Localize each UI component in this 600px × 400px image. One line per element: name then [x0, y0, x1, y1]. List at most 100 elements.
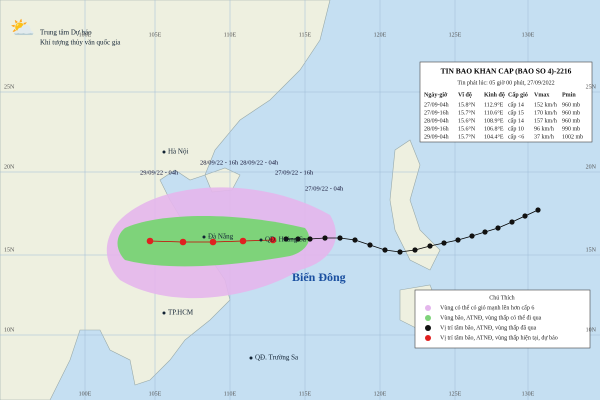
past-position: [322, 235, 328, 241]
past-position: [495, 225, 501, 231]
legend-item: Vùng bão, ATNĐ, vùng thấp có thể đi qua: [440, 314, 542, 321]
luzon: [389, 139, 441, 271]
table-cell: 28/09-04h: [424, 118, 449, 124]
table-cell: 15.6°N: [458, 117, 476, 124]
past-position: [469, 233, 475, 239]
lat-label: 10N: [4, 327, 15, 333]
past-position: [367, 242, 373, 248]
past-position: [509, 219, 515, 225]
table-cell: 15.8°N: [458, 101, 476, 108]
table-cell: cấp <6: [508, 133, 524, 140]
bulletin-box: [419, 61, 593, 143]
lat-label: 25N: [4, 84, 15, 90]
table-cell: 170 km/h: [534, 110, 557, 116]
forecast-position: [146, 237, 154, 245]
place-dot: [162, 150, 166, 154]
past-position: [535, 207, 541, 213]
table-header: Vmax: [534, 92, 549, 98]
time-label: 29/09/22 - 04h: [140, 169, 179, 176]
time-label: 28/09/22 - 16h: [200, 159, 239, 166]
place-dot: [259, 238, 263, 242]
table-cell: cấp 14: [508, 117, 524, 124]
table-cell: 106.8°E: [484, 125, 504, 132]
table-cell: 28/09-16h: [424, 126, 449, 132]
lat-label: 10N: [586, 327, 597, 333]
place-label: QĐ. Hoàng Sa: [265, 236, 307, 244]
past-position: [382, 247, 388, 253]
table-cell: 27/09-16h: [424, 110, 449, 116]
table-cell: 15.6°N: [458, 125, 476, 132]
table-header: Vĩ độ: [458, 92, 472, 98]
legend-swatch: [425, 325, 431, 331]
legend-swatch: [425, 315, 431, 321]
places: Hà Nội Đà Nẵng TP.HCM QĐ. Hoàng Sa QĐ. Trườn…: [140, 148, 346, 362]
table-cell: cấp 10: [508, 125, 524, 132]
storm-track: [146, 207, 541, 255]
agency-line2: Khí tượng thủy văn quốc gia: [40, 39, 121, 47]
table-header: Ngày-giờ: [424, 92, 448, 98]
table-cell: 960 mb: [562, 118, 580, 124]
legend: Vùng có thể có gió mạnh lên hơn cấp 6 Vùn…: [425, 304, 558, 341]
lon-label: 105E: [149, 391, 162, 397]
table-cell: 15.7°N: [458, 133, 476, 140]
forecast-position: [239, 237, 247, 245]
table-cell: 1002 mb: [562, 134, 583, 140]
past-position: [482, 229, 488, 235]
place-dot: [249, 356, 253, 360]
past-position: [455, 237, 461, 243]
place-dot: [202, 235, 206, 239]
agency-line1: Trung tâm Dự báo: [40, 29, 92, 37]
forecast-position: [179, 238, 187, 246]
lat-label: 15N: [4, 247, 15, 253]
table-header: Kinh độ: [484, 92, 505, 98]
bulletin-table: Ngày-giờ Vĩ độ Kinh độ Cấp gió Vmax Pmin 27/09…: [424, 91, 583, 140]
legend-swatch: [425, 335, 431, 341]
lon-label: 110E: [224, 391, 237, 397]
legend-item: Vị trí tâm bão, ATNĐ, vùng thấp hiện tại…: [440, 334, 558, 341]
past-position: [295, 236, 301, 242]
legend-box: [414, 289, 591, 349]
place-dot: [162, 311, 166, 315]
bulletin-issued: Tin phát lúc: 05 giờ 00 phút, 27/09/2022: [457, 80, 554, 86]
legend-swatch: [425, 305, 431, 311]
lon-label: 130E: [522, 32, 535, 38]
lon-label: 120E: [374, 32, 387, 38]
time-label: 27/09/22 - 16h: [275, 169, 314, 176]
table-cell: cấp 15: [508, 109, 524, 116]
lon-label: 120E: [374, 391, 387, 397]
bulletin-title: TIN BAO KHAN CAP (BAO SO 4)-2216: [441, 67, 572, 76]
lon-label: 105E: [149, 32, 162, 38]
table-cell: 110.6°E: [484, 109, 504, 116]
table-header: Cấp gió: [508, 91, 528, 98]
past-position: [352, 237, 358, 243]
past-position: [283, 236, 289, 242]
legend-item: Vùng có thể có gió mạnh lên hơn cấp 6: [440, 304, 534, 311]
logo: ⛅: [10, 18, 35, 40]
past-position: [412, 247, 418, 253]
time-label: 28/09/22 - 04h: [240, 159, 279, 166]
past-position: [397, 249, 403, 255]
table-cell: cấp 14: [508, 101, 524, 108]
place-label: QĐ. Trường Sa: [255, 354, 299, 362]
past-position: [337, 235, 343, 241]
lon-label: 110E: [224, 32, 237, 38]
past-position: [427, 243, 433, 249]
lon-label: 125E: [449, 32, 462, 38]
forecast-position: [269, 236, 277, 244]
past-position: [441, 240, 447, 246]
table-header: Pmin: [562, 92, 576, 98]
past-position: [522, 213, 528, 219]
table-cell: 157 km/h: [534, 118, 557, 124]
forecast-position: [209, 238, 217, 246]
time-label: 27/09/22 - 04h: [305, 185, 344, 192]
table-cell: 15.7°N: [458, 109, 476, 116]
lon-label: 100E: [79, 391, 92, 397]
lon-label: 115E: [299, 32, 312, 38]
legend-title: Chú Thích: [489, 295, 514, 301]
table-cell: 96 km/h: [534, 126, 554, 132]
place-label: Đà Nẵng: [208, 233, 234, 241]
past-position: [307, 236, 313, 242]
lon-label: 125E: [449, 391, 462, 397]
